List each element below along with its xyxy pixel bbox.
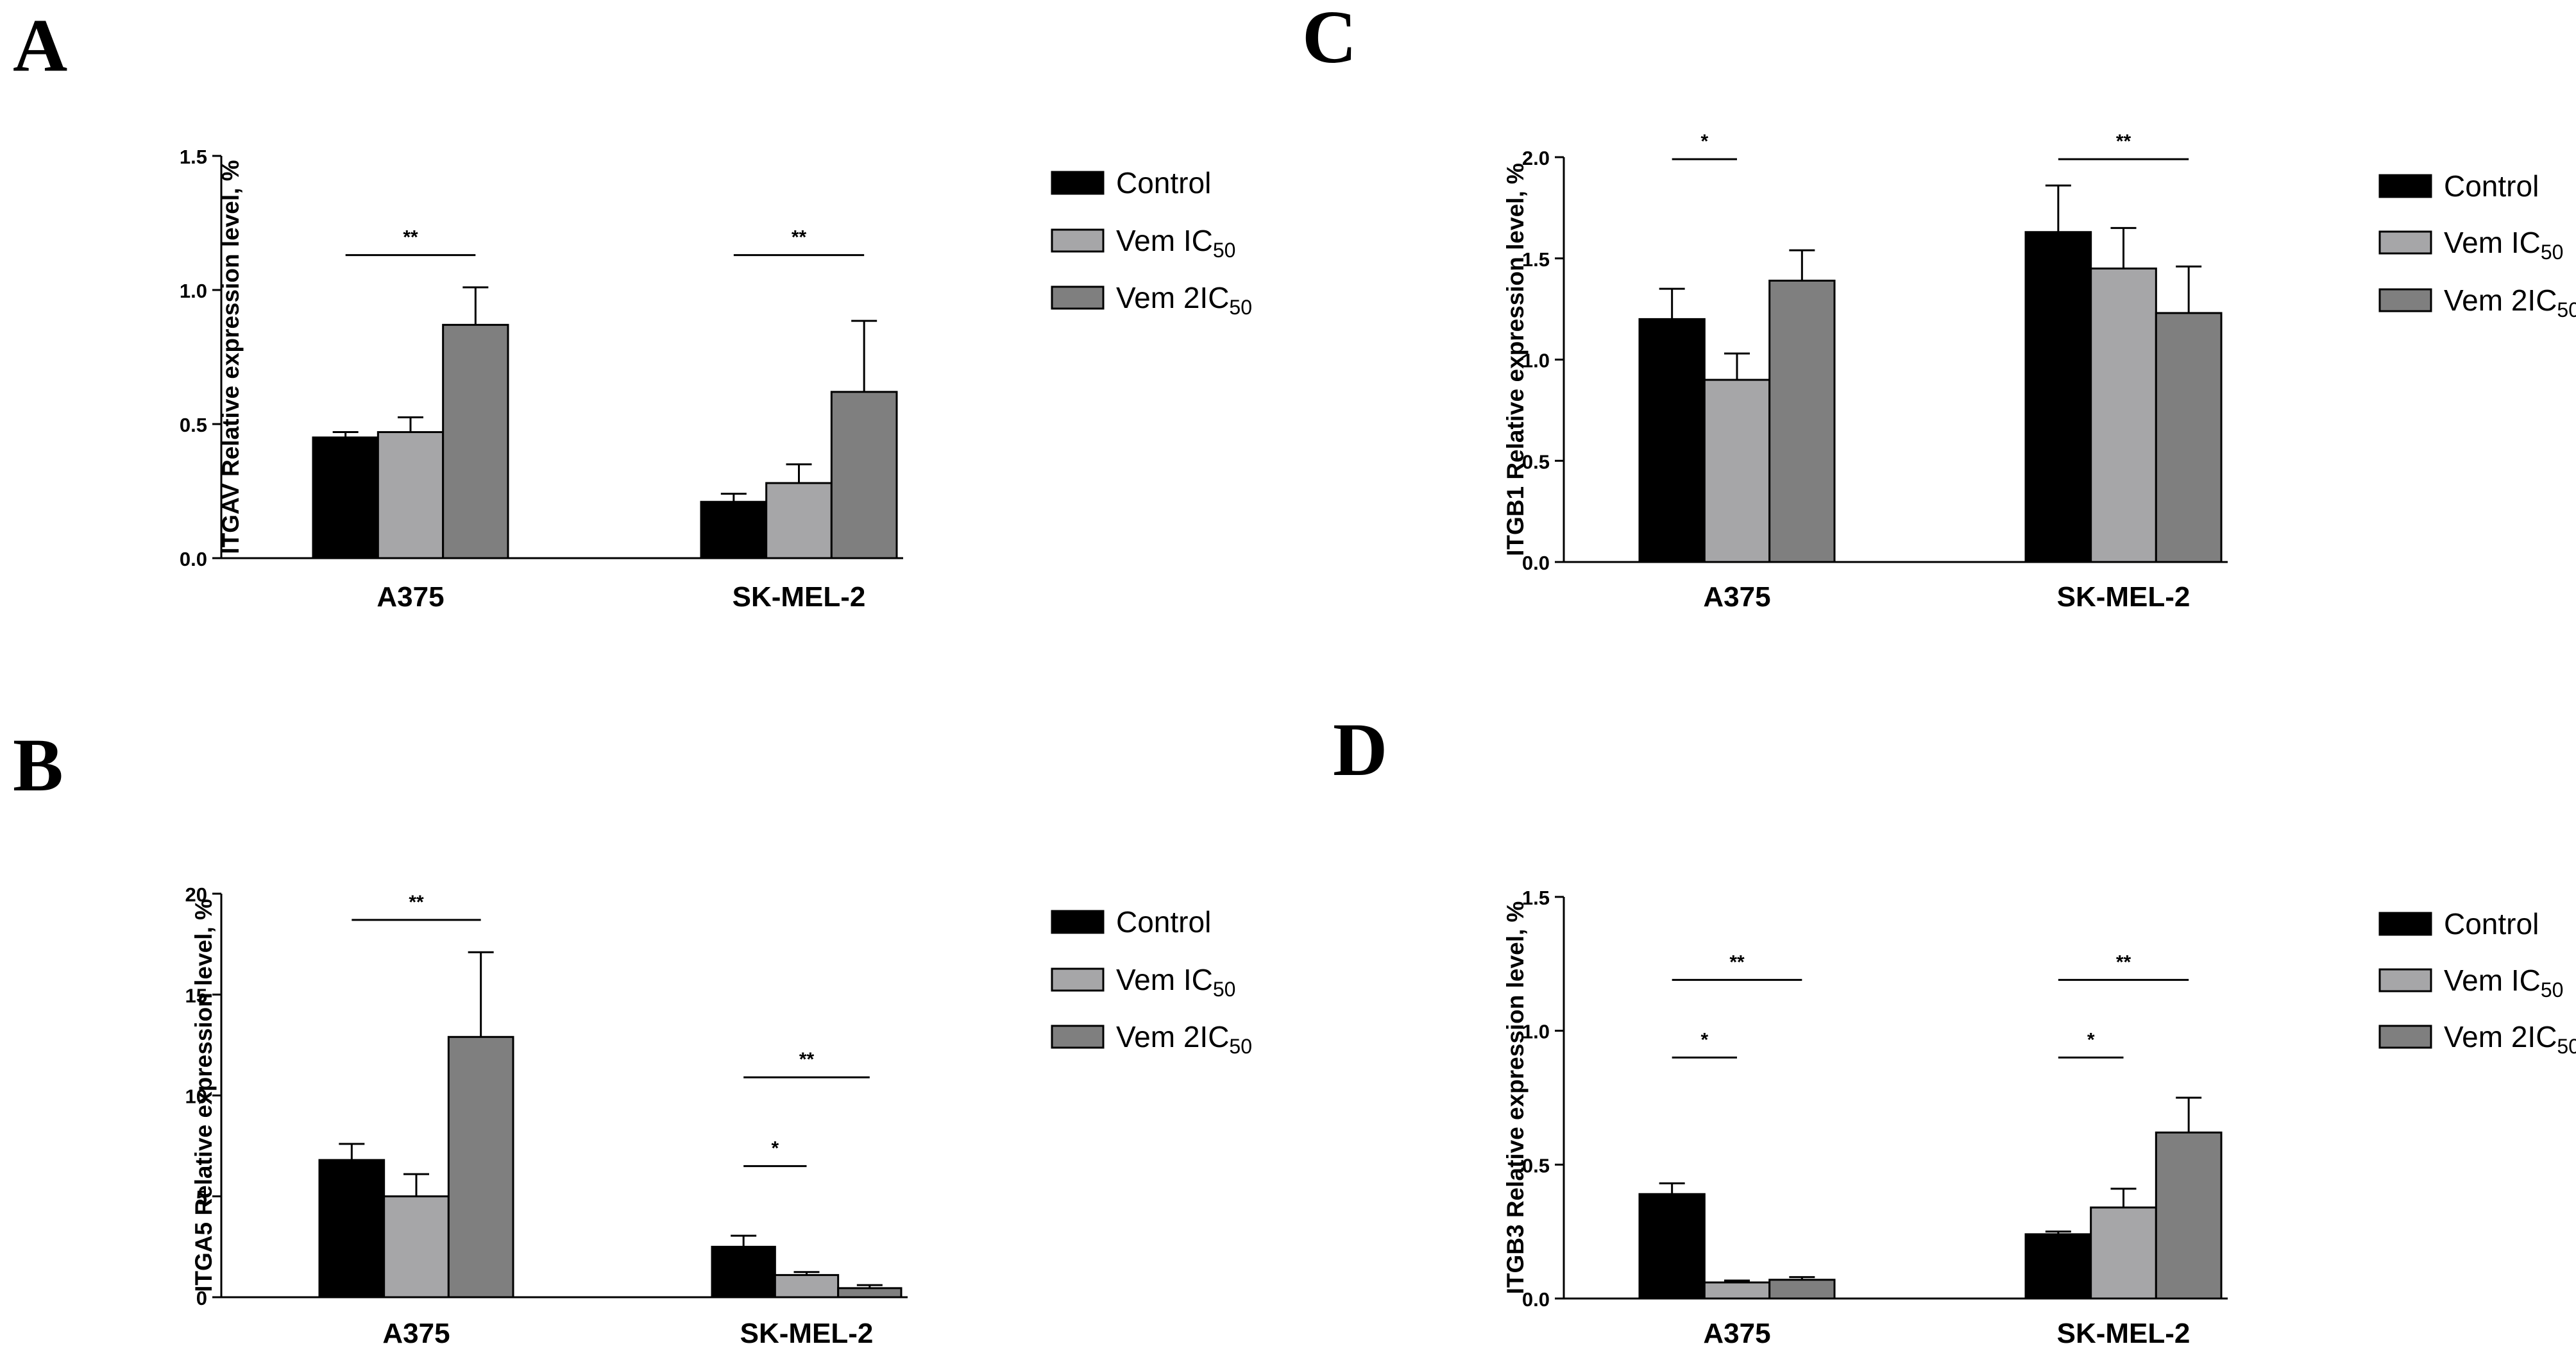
legend-swatch: [1051, 228, 1105, 253]
panel-letter: A: [13, 3, 67, 87]
bar: [2090, 1206, 2157, 1300]
bar: [447, 1035, 514, 1299]
panel-letter: D: [1333, 708, 1387, 792]
y-axis-title: ITGB1 Relative expression level, %: [1502, 163, 1529, 556]
x-category-label: SK-MEL-2: [2057, 581, 2190, 613]
y-tick-label: 0.5: [1522, 1154, 1550, 1177]
significance-label: *: [2087, 1029, 2095, 1050]
y-tick-label: 1.5: [1522, 887, 1550, 909]
legend-swatch: [1051, 171, 1105, 195]
x-category-label: A375: [1703, 581, 1770, 613]
significance-label: *: [1700, 131, 1708, 152]
bar: [312, 436, 379, 559]
x-category-label: A375: [1703, 1318, 1770, 1349]
panel-letter: C: [1302, 0, 1357, 79]
legend-swatch: [2378, 174, 2432, 198]
significance-label: *: [771, 1138, 779, 1159]
bar: [318, 1159, 386, 1299]
significance-label: **: [403, 227, 418, 248]
legend-label: Vem IC50: [2444, 226, 2563, 264]
legend-swatch: [2378, 230, 2432, 255]
y-tick-label: 20: [185, 883, 207, 906]
bar: [1768, 279, 1836, 563]
x-category-label: SK-MEL-2: [733, 581, 866, 613]
bar: [383, 1195, 450, 1299]
x-category-label: SK-MEL-2: [740, 1318, 874, 1349]
bar: [837, 1287, 902, 1299]
legend-swatch: [1051, 967, 1105, 992]
significance-label: **: [792, 227, 807, 248]
bar: [1638, 318, 1706, 563]
significance-label: **: [2116, 131, 2131, 152]
y-tick-label: 0.5: [180, 414, 207, 436]
legend-label: Control: [1116, 166, 1211, 200]
bar: [2155, 1131, 2223, 1300]
legend-swatch: [2378, 968, 2432, 992]
y-tick-label: 0.0: [1522, 552, 1550, 574]
legend-label: Control: [1116, 905, 1211, 939]
legend-label: Vem 2IC50: [1116, 1020, 1252, 1058]
significance-label: *: [1700, 1029, 1708, 1050]
y-axis-title: ITGB3 Relative expression level, %: [1502, 901, 1529, 1295]
legend-swatch: [1051, 1025, 1105, 1049]
legend-label: Control: [2444, 907, 2539, 941]
y-tick-label: 0.0: [1522, 1288, 1550, 1311]
panel-d: D ITGB3 Relative expression level, %0.0 0.…: [1333, 708, 2576, 1349]
y-tick-label: 1.0: [1522, 350, 1550, 372]
legend-label: Vem 2IC50: [2444, 1020, 2576, 1058]
bar: [442, 323, 509, 559]
significance-label: **: [2116, 951, 2131, 973]
legend-swatch: [1051, 910, 1105, 934]
bar: [700, 500, 768, 559]
x-category-label: SK-MEL-2: [2057, 1318, 2190, 1349]
y-tick-label: 1.0: [1522, 1021, 1550, 1043]
y-tick-label: 1.5: [180, 146, 207, 168]
panel-c: C ITGB1 Relative expression level, %0.0 0.…: [1302, 0, 2576, 613]
y-tick-label: 0.0: [180, 548, 207, 570]
bar: [377, 431, 445, 559]
x-category-label: A375: [377, 581, 444, 613]
bar: [2024, 231, 2092, 563]
significance-label: **: [1729, 951, 1745, 973]
legend-swatch: [2378, 912, 2432, 936]
legend-label: Vem IC50: [2444, 964, 2563, 1001]
legend-label: Control: [2444, 169, 2539, 203]
bar: [765, 482, 833, 559]
legend-swatch: [2378, 1025, 2432, 1049]
legend-label: Vem IC50: [1116, 963, 1235, 1001]
bar: [1768, 1279, 1836, 1300]
y-tick-label: 10: [185, 1086, 207, 1108]
bar: [1638, 1193, 1706, 1300]
x-category-label: A375: [382, 1318, 450, 1349]
y-tick-label: 0.5: [1522, 450, 1550, 473]
bar: [1703, 1281, 1771, 1300]
legend-label: Vem 2IC50: [2444, 284, 2576, 321]
legend-swatch: [2378, 288, 2432, 312]
significance-label: **: [409, 892, 424, 913]
panel-letter: B: [13, 723, 64, 807]
bar: [2155, 312, 2223, 563]
bar: [1703, 379, 1771, 563]
y-tick-label: 0: [196, 1287, 207, 1309]
bar: [711, 1245, 776, 1299]
significance-label: **: [799, 1049, 815, 1070]
legend-label: Vem IC50: [1116, 224, 1235, 262]
y-tick-label: 5: [196, 1186, 207, 1209]
legend-swatch: [1051, 285, 1105, 310]
y-tick-label: 1.0: [180, 280, 207, 302]
bar: [2024, 1233, 2092, 1300]
y-tick-label: 2.0: [1522, 147, 1550, 169]
bar: [774, 1273, 840, 1299]
y-tick-label: 1.5: [1522, 248, 1550, 271]
bar: [2090, 268, 2157, 563]
legend-label: Vem 2IC50: [1116, 281, 1252, 319]
y-tick-label: 15: [185, 984, 207, 1007]
bar: [830, 391, 898, 559]
